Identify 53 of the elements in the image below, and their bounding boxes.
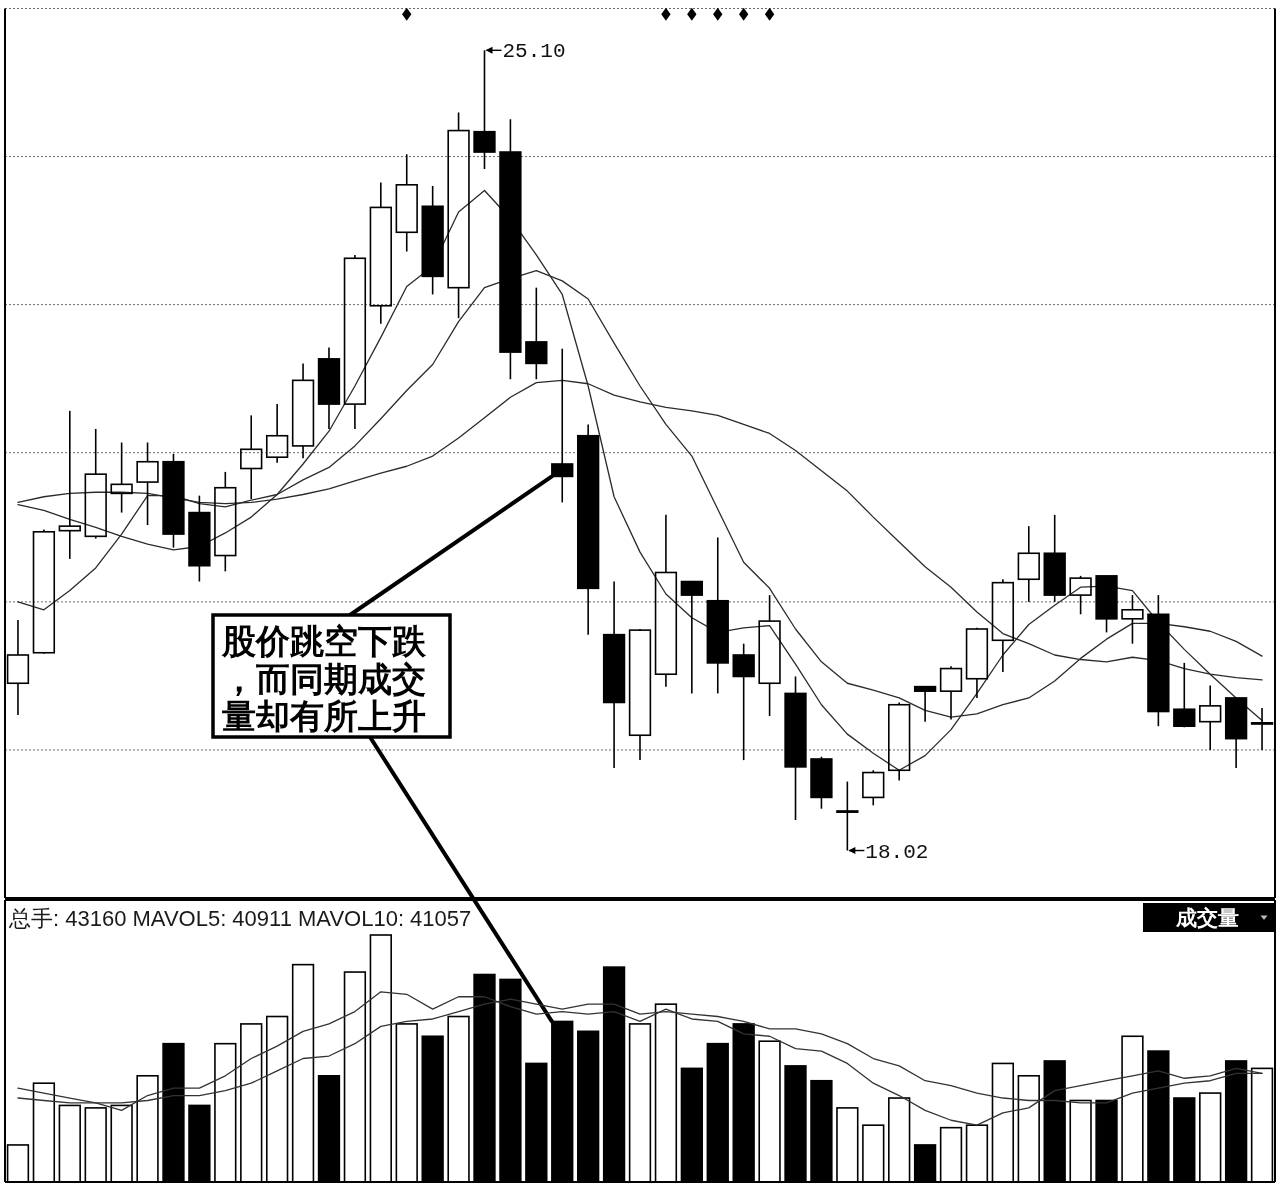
annotation: 股价跳空下跌，而同期成交量却有所上升 bbox=[221, 621, 427, 737]
bar bbox=[1069, 1099, 1092, 1183]
bar bbox=[577, 1030, 600, 1183]
bar bbox=[58, 1104, 81, 1183]
bar bbox=[1043, 1060, 1066, 1183]
bar bbox=[836, 1107, 859, 1183]
bar bbox=[291, 963, 315, 1183]
bar bbox=[395, 1023, 418, 1183]
bar bbox=[32, 1082, 56, 1183]
bar bbox=[525, 1062, 548, 1183]
bar bbox=[680, 1067, 703, 1183]
bar bbox=[499, 978, 522, 1183]
bar bbox=[136, 1074, 159, 1183]
bar bbox=[1121, 1035, 1144, 1183]
bar bbox=[628, 1023, 652, 1183]
bar bbox=[991, 1062, 1015, 1183]
bar bbox=[265, 1015, 289, 1183]
bar bbox=[810, 1079, 833, 1183]
annotation: 18.02 bbox=[865, 840, 929, 864]
bar bbox=[654, 1003, 678, 1183]
bar bbox=[6, 1144, 30, 1183]
bar bbox=[551, 1020, 574, 1183]
bar bbox=[913, 1144, 937, 1183]
bar bbox=[602, 966, 626, 1183]
bar bbox=[1199, 1092, 1222, 1183]
bar bbox=[784, 1065, 807, 1183]
bar bbox=[1173, 1097, 1196, 1183]
bar bbox=[862, 1124, 885, 1183]
bar bbox=[240, 1023, 263, 1183]
bar bbox=[1095, 1099, 1118, 1183]
bar bbox=[888, 1097, 911, 1183]
bar bbox=[188, 1104, 211, 1183]
bar bbox=[162, 1042, 185, 1183]
bar bbox=[369, 934, 392, 1183]
bar bbox=[939, 1126, 963, 1183]
bar bbox=[447, 1015, 470, 1183]
bar bbox=[758, 1040, 781, 1183]
chart-title: 总手: 43160 MAVOL5: 40911 MAVOL10: 41057 bbox=[8, 906, 472, 931]
bar bbox=[110, 1104, 133, 1183]
bar bbox=[421, 1035, 444, 1183]
bar bbox=[1250, 1067, 1274, 1183]
bar bbox=[84, 1107, 107, 1183]
bar bbox=[1147, 1050, 1170, 1183]
bar bbox=[1017, 1074, 1040, 1183]
bar bbox=[317, 1074, 341, 1183]
bar bbox=[965, 1124, 989, 1183]
bar bbox=[706, 1042, 729, 1183]
bar bbox=[732, 1023, 755, 1183]
bar bbox=[343, 971, 367, 1183]
annotation: 25.10 bbox=[502, 40, 566, 64]
bar bbox=[1224, 1060, 1248, 1183]
bar bbox=[214, 1042, 237, 1183]
bar bbox=[473, 973, 496, 1183]
